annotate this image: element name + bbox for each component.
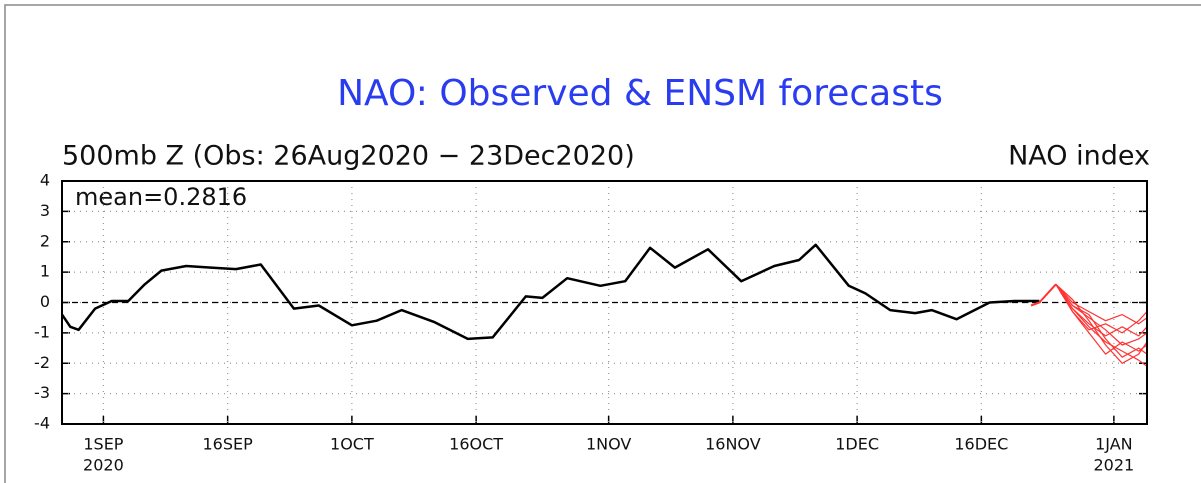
- chart-title: NAO: Observed & ENSM forecasts: [337, 73, 943, 114]
- y-tick-label: 4: [40, 171, 50, 190]
- series-line: [1055, 283, 1148, 358]
- x-tick-label: 16DEC: [954, 435, 1008, 454]
- y-tick-label: -1: [34, 322, 50, 341]
- x-tick-label: 16NOV: [705, 435, 761, 454]
- subtitle: 500mb Z (Obs: 26Aug2020 − 23Dec2020): [62, 141, 635, 172]
- series-line: [1055, 283, 1148, 346]
- x-tick-label: 1SEP: [83, 435, 123, 454]
- x-tick-sublabel: 2020: [83, 456, 124, 475]
- series-line: [1055, 283, 1148, 337]
- y-tick-label: -3: [34, 383, 50, 402]
- series-line: [1055, 283, 1148, 334]
- series-line: [1055, 283, 1148, 355]
- frame: [4, 4, 1201, 483]
- y-axis-label: NAO index: [1008, 141, 1150, 172]
- y-tick-label: -2: [34, 353, 50, 372]
- x-tick-label: 16SEP: [203, 435, 254, 454]
- x-tick-label: 1DEC: [835, 435, 879, 454]
- series-line: [1055, 283, 1148, 364]
- y-tick-label: 3: [40, 201, 50, 220]
- x-tick-label: 1JAN: [1095, 435, 1133, 454]
- series-line: [1055, 283, 1148, 325]
- y-tick-label: 0: [40, 292, 50, 311]
- x-tick-sublabel: 2021: [1094, 456, 1135, 475]
- x-tick-label: 16OCT: [449, 435, 503, 454]
- y-tick-label: 2: [40, 231, 50, 250]
- x-tick-label: 1OCT: [330, 435, 374, 454]
- series-line: [60, 243, 1040, 341]
- plot-frame: [61, 180, 1148, 425]
- annotation: mean=0.2816: [75, 183, 247, 211]
- y-tick-label: 1: [40, 262, 50, 281]
- series-line: [1030, 283, 1057, 307]
- y-tick-label: -4: [34, 414, 50, 433]
- x-tick-label: 1NOV: [586, 435, 631, 454]
